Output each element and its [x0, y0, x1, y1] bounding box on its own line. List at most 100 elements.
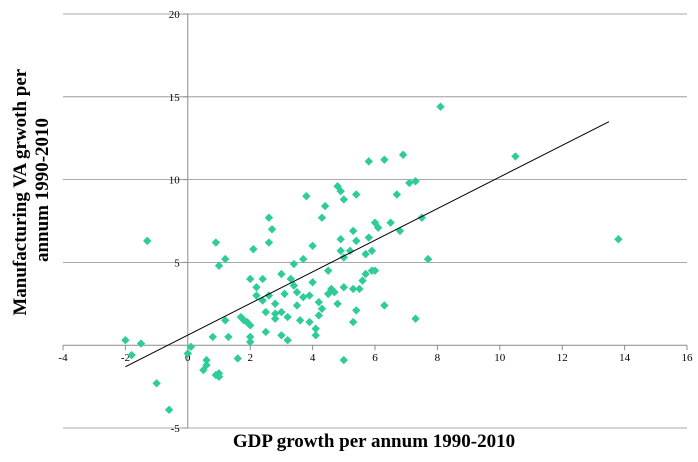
data-point [246, 274, 255, 284]
data-point [405, 178, 414, 188]
data-point [370, 266, 380, 275]
data-point [348, 317, 358, 327]
data-point [221, 316, 230, 325]
x-tick-label: 10 [494, 352, 506, 364]
data-point [299, 292, 308, 302]
data-point [136, 339, 146, 348]
data-point [348, 226, 358, 236]
data-point [302, 191, 311, 201]
x-tick-label: 0 [185, 352, 191, 364]
data-point [355, 284, 364, 294]
y-axis-title-line-2: annum 1990-2010 [32, 118, 53, 262]
data-point [183, 349, 192, 358]
trendline [125, 121, 610, 368]
data-point [386, 218, 395, 227]
data-point [305, 291, 314, 300]
x-tick-label: 12 [557, 352, 568, 364]
x-tick-label: 8 [435, 352, 441, 364]
data-point [299, 254, 308, 264]
data-points [121, 102, 623, 414]
data-point [411, 314, 420, 323]
data-point [252, 291, 261, 300]
data-point [308, 241, 317, 251]
data-point [246, 332, 255, 342]
data-point [264, 213, 274, 222]
data-point [436, 102, 445, 111]
data-point [292, 288, 302, 297]
y-tick-label: -5 [171, 423, 181, 435]
data-point [348, 284, 358, 294]
data-point [305, 317, 314, 327]
data-point [164, 405, 174, 414]
data-point [224, 332, 233, 342]
y-axis-title-line-1: Manufacturing VA grwoth per [10, 68, 31, 315]
y-tick-label: 10 [169, 175, 181, 187]
data-point [143, 236, 152, 246]
data-point [333, 299, 342, 308]
x-tick-label: 6 [372, 352, 378, 364]
data-point [214, 261, 224, 270]
data-point [214, 369, 224, 378]
data-point [270, 299, 280, 308]
data-point [292, 301, 302, 310]
x-tick-label: 14 [619, 352, 631, 364]
data-point [252, 283, 261, 292]
data-point [258, 274, 267, 284]
data-point [270, 314, 280, 323]
y-tick-label: 20 [169, 9, 181, 21]
data-point [339, 195, 348, 204]
gridlines [63, 13, 687, 429]
x-tick-label: -4 [58, 352, 68, 364]
data-point [261, 307, 270, 317]
data-point [380, 155, 389, 164]
data-point [277, 307, 286, 317]
data-point [308, 278, 317, 287]
data-point [398, 150, 408, 159]
data-point [186, 342, 196, 352]
data-point [277, 331, 286, 340]
data-point [380, 301, 389, 310]
trendline-group [125, 121, 610, 368]
data-point [246, 337, 255, 347]
data-point [202, 355, 211, 365]
data-point [352, 190, 361, 199]
data-point [289, 281, 299, 290]
data-point [511, 152, 520, 161]
data-point [339, 283, 348, 292]
data-point [361, 249, 370, 259]
data-point [345, 246, 355, 256]
data-point [320, 201, 330, 211]
data-point [311, 331, 320, 340]
data-point [373, 223, 383, 232]
data-point [367, 246, 377, 256]
data-point [364, 157, 373, 166]
y-tick-label: 5 [174, 257, 180, 269]
data-point [208, 332, 217, 342]
data-point [127, 350, 136, 360]
data-point [264, 238, 274, 247]
data-point [211, 238, 221, 247]
data-point [280, 289, 289, 299]
data-point [364, 233, 373, 242]
tick-labels: -4 -2 0 2 4 6 8 10 12 14 16 -5 5 10 15 20 [58, 9, 693, 435]
data-point [295, 316, 305, 325]
data-point [261, 327, 270, 337]
data-point [233, 354, 242, 363]
data-point [314, 311, 324, 320]
y-axis-title: Manufacturing VA grwoth per annum 1990-2… [10, 64, 53, 315]
x-tick-label: 16 [682, 352, 694, 364]
data-point [289, 259, 299, 269]
data-point [267, 225, 277, 234]
data-point [336, 235, 345, 244]
data-point [339, 355, 348, 365]
data-point [283, 312, 292, 322]
data-point [352, 306, 361, 315]
data-point [317, 213, 327, 222]
data-point [352, 236, 361, 246]
data-point [336, 246, 345, 256]
data-point [221, 254, 230, 264]
y-tick-label: 15 [169, 92, 181, 104]
data-point [361, 269, 370, 279]
